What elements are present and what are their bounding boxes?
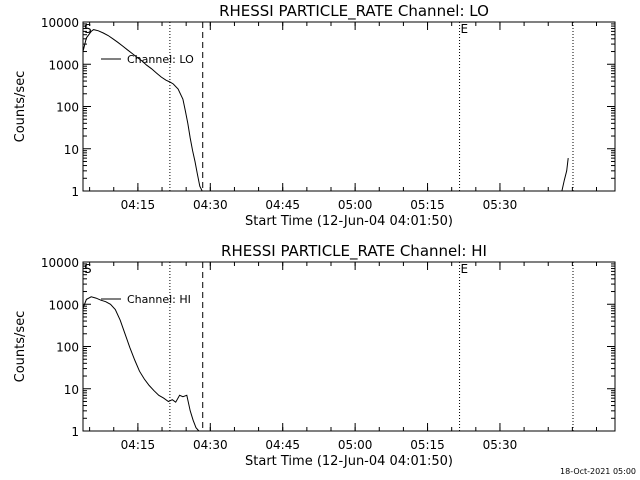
plot-frame (82, 21, 616, 192)
chart-title: RHESSI PARTICLE_RATE Channel: LO (219, 2, 489, 21)
chart-title: RHESSI PARTICLE_RATE Channel: HI (221, 242, 487, 261)
chart-panel-2: RHESSI PARTICLE_RATE Channel: HI 1 10 100 10… (13, 242, 616, 469)
marker-label-e: E (461, 22, 469, 36)
y-tick-label: 1000 (48, 58, 79, 72)
y-tick-label: 1 (71, 425, 79, 439)
x-tick-label: 05:15 (410, 438, 445, 452)
y-axis-label: Counts/sec (13, 311, 28, 383)
x-tick-label: 05:30 (483, 198, 518, 212)
footer-timestamp: 18-Oct-2021 05:00 (560, 467, 636, 476)
x-tick-label: 05:00 (338, 438, 373, 452)
y-tick-label: 10 (64, 143, 79, 157)
legend-label: Channel: HI (127, 293, 191, 306)
marker-label-s: S (84, 22, 92, 36)
y-tick-label: 100 (56, 101, 79, 115)
x-tick-label: 04:15 (121, 438, 156, 452)
y-tick-label: 1000 (48, 298, 79, 312)
x-tick-label: 04:15 (121, 198, 156, 212)
y-tick-label: 1 (71, 185, 79, 199)
series-line-1 (82, 29, 203, 192)
x-tick-label: 05:30 (483, 438, 518, 452)
y-tick-label: 10000 (41, 16, 79, 30)
y-tick-label: 10 (64, 383, 79, 397)
x-tick-label: 04:45 (265, 438, 300, 452)
x-tick-label: 04:30 (193, 438, 228, 452)
x-axis-label: Start Time (12-Jun-04 04:01:50) (245, 214, 453, 229)
x-tick-label: 05:15 (410, 198, 445, 212)
y-tick-label: 10000 (41, 256, 79, 270)
x-tick-label: 05:00 (338, 198, 373, 212)
legend-label: Channel: LO (127, 53, 194, 66)
x-tick-label: 04:45 (265, 198, 300, 212)
plot-frame (82, 261, 616, 432)
y-tick-label: 100 (56, 341, 79, 355)
y-axis-label: Counts/sec (13, 71, 28, 143)
x-axis-label: Start Time (12-Jun-04 04:01:50) (245, 454, 453, 469)
series-line-1 (82, 296, 200, 432)
chart-panel-1: RHESSI PARTICLE_RATE Channel: LO 1 10 100 10… (13, 2, 616, 229)
marker-label-e: E (461, 262, 469, 276)
x-tick-label: 04:30 (193, 198, 228, 212)
marker-label-s: S (84, 262, 92, 276)
series-line-2 (561, 158, 569, 192)
